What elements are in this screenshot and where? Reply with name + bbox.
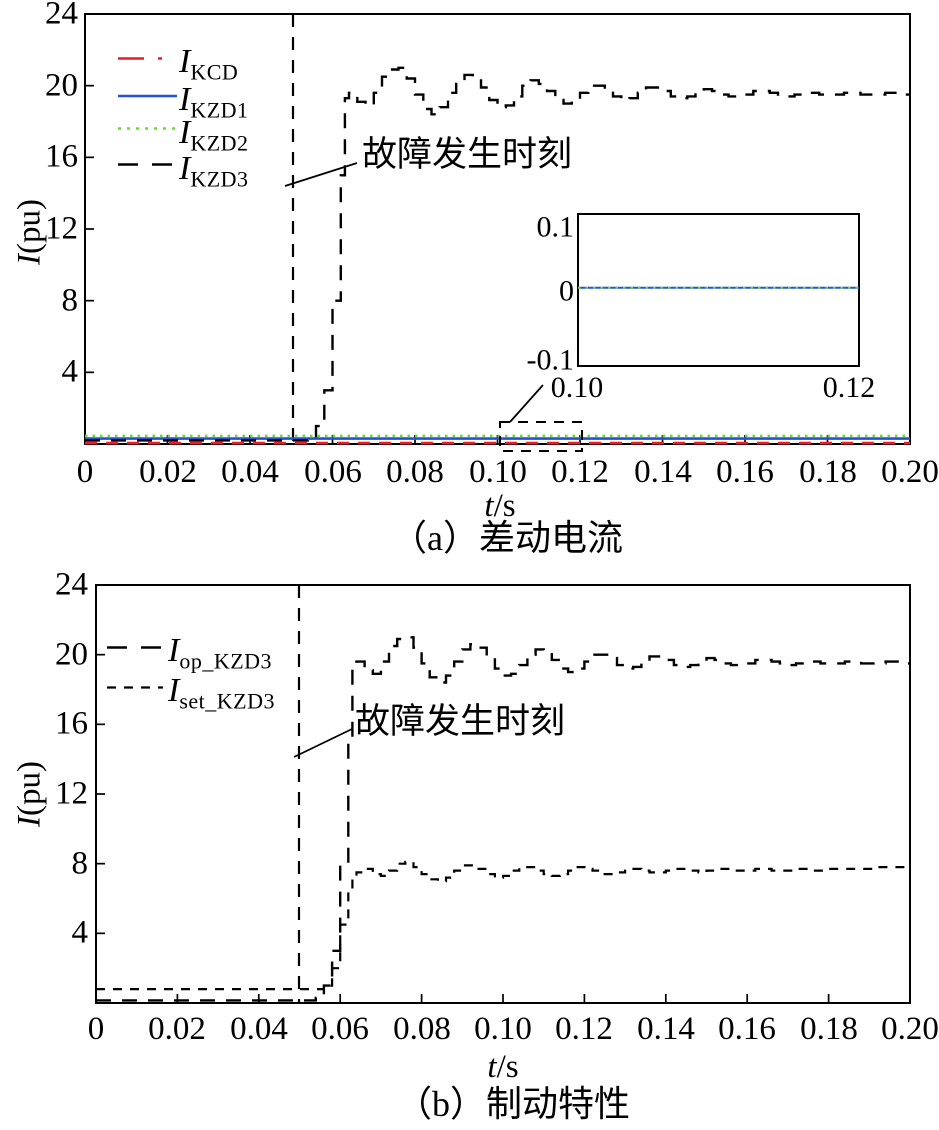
y-tick-label: 12 (45, 210, 78, 247)
plot-a-fault-annotation: 故障发生时刻 (362, 135, 573, 174)
legend-symbol: I (179, 114, 191, 151)
y-tick-label: 4 (71, 914, 89, 951)
legend-subscript: KCD (190, 59, 239, 85)
x-tick-label: 0 (87, 1011, 105, 1047)
x-tick-label: 0.18 (800, 1011, 858, 1047)
x-tick-label: 0.12 (555, 1011, 613, 1047)
plot-b-x-axis-title: t/s (487, 1050, 518, 1085)
x-tick-label: 0.04 (221, 454, 279, 490)
y-tick-label: 24 (55, 566, 88, 603)
legend-item-kcd: IKCD (179, 44, 238, 84)
y-tick-label: 24 (45, 0, 78, 32)
x-tick-label: 0.14 (634, 454, 692, 490)
legend-subscript: KZD3 (190, 166, 249, 192)
x-tick-label: 0.08 (386, 454, 444, 490)
legend-subscript: set_KZD3 (179, 688, 275, 714)
plot-b-caption: （b）制动特性 (395, 1084, 631, 1124)
y-tick-label: 8 (61, 282, 79, 319)
x-axis-title-symbol: t (487, 1049, 497, 1085)
plot-b-fault-annotation: 故障发生时刻 (355, 702, 566, 741)
inset-y-tick-label: 0.1 (536, 210, 575, 244)
x-tick-label: 0.14 (637, 1011, 695, 1047)
x-tick-label: 0.18 (799, 454, 857, 490)
x-tick-label: 0.08 (393, 1011, 451, 1047)
legend-item-kzd2: IKZD2 (179, 115, 249, 155)
x-tick-label: 0.02 (139, 454, 197, 490)
x-tick-label: 0.20 (881, 1011, 939, 1047)
legend-subscript: KZD1 (190, 97, 249, 123)
y-tick-label: 12 (55, 775, 88, 812)
y-tick-label: 16 (45, 138, 78, 175)
inset-x-tick-label: 0.12 (822, 371, 876, 404)
legend-symbol: I (179, 150, 191, 187)
x-tick-label: 0 (76, 454, 94, 490)
legend-item-op-kzd3: Iop_KZD3 (168, 633, 272, 673)
legend-symbol: I (179, 43, 191, 80)
y-tick-label: 8 (71, 845, 89, 882)
x-tick-label: 0.02 (148, 1011, 206, 1047)
x-tick-label: 0.20 (881, 454, 939, 490)
y-tick-label: 16 (55, 705, 88, 742)
plot-a-caption: （a）差动电流 (391, 518, 623, 558)
x-tick-label: 0.04 (230, 1011, 288, 1047)
legend-item-kzd1: IKZD1 (179, 82, 249, 122)
legend-subscript: op_KZD3 (179, 648, 273, 674)
y-axis-title-symbol: I (11, 815, 48, 827)
y-axis-title-symbol: I (11, 253, 48, 265)
x-tick-label: 0.10 (474, 1011, 532, 1047)
x-tick-label: 0.16 (718, 1011, 776, 1047)
x-axis-title-symbol: t (484, 488, 494, 524)
inset-y-tick-label: -0.1 (526, 343, 575, 377)
x-axis-title-unit: /s (493, 488, 516, 524)
legend-symbol: I (168, 632, 180, 669)
legend-symbol: I (179, 81, 191, 118)
inset-x-tick-label: 0.10 (550, 371, 604, 404)
legend-item-set-kzd3: Iset_KZD3 (168, 673, 275, 713)
y-tick-label: 20 (55, 636, 88, 673)
x-tick-label: 0.06 (311, 1011, 369, 1047)
x-tick-label: 0.10 (469, 454, 527, 490)
x-axis-title-unit: /s (496, 1049, 519, 1085)
x-tick-label: 0.12 (551, 454, 609, 490)
y-tick-label: 20 (45, 67, 78, 104)
plot-a-x-axis-title: t/s (484, 489, 515, 524)
x-tick-label: 0.16 (716, 454, 774, 490)
inset-y-tick-label: 0 (559, 274, 574, 308)
legend-item-kzd3: IKZD3 (179, 151, 249, 191)
legend-subscript: KZD2 (190, 130, 249, 156)
y-tick-label: 4 (61, 353, 79, 390)
legend-symbol: I (168, 672, 180, 709)
x-tick-label: 0.06 (304, 454, 362, 490)
